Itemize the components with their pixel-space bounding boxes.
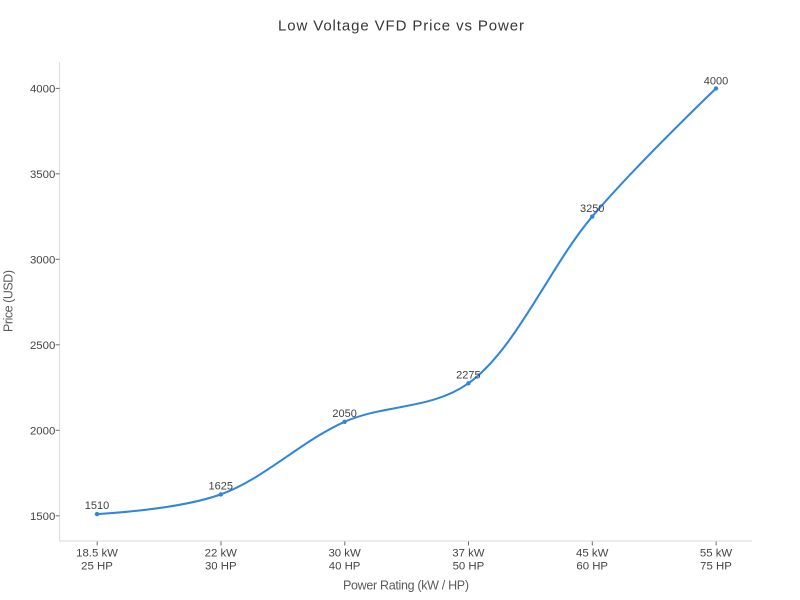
svg-text:60 HP: 60 HP [576, 560, 608, 572]
svg-text:55 kW: 55 kW [700, 548, 733, 560]
svg-text:30 kW: 30 kW [328, 548, 361, 560]
svg-text:37 kW: 37 kW [452, 548, 485, 560]
svg-text:22 kW: 22 kW [205, 548, 238, 560]
svg-text:3250: 3250 [580, 203, 604, 215]
svg-text:1500: 1500 [30, 511, 55, 523]
svg-text:30 HP: 30 HP [205, 560, 237, 572]
svg-text:50 HP: 50 HP [453, 560, 485, 572]
svg-text:25 HP: 25 HP [81, 560, 113, 572]
svg-text:2050: 2050 [332, 408, 356, 420]
svg-text:75 HP: 75 HP [700, 560, 732, 572]
svg-text:1625: 1625 [209, 480, 233, 492]
svg-text:2500: 2500 [30, 340, 55, 352]
svg-text:2275: 2275 [456, 370, 480, 382]
svg-text:2000: 2000 [30, 426, 55, 438]
svg-text:45 kW: 45 kW [576, 548, 609, 560]
svg-text:1510: 1510 [85, 500, 109, 512]
svg-text:40 HP: 40 HP [329, 560, 361, 572]
svg-text:3500: 3500 [30, 169, 55, 181]
svg-text:Low Voltage VFD Price vs Power: Low Voltage VFD Price vs Power [278, 18, 524, 35]
svg-text:18.5 kW: 18.5 kW [76, 548, 118, 560]
svg-text:Power Rating (kW / HP): Power Rating (kW / HP) [343, 579, 469, 593]
svg-text:Price (USD): Price (USD) [1, 270, 15, 332]
svg-text:3000: 3000 [30, 255, 55, 267]
svg-text:4000: 4000 [30, 84, 55, 96]
svg-text:4000: 4000 [704, 76, 728, 88]
